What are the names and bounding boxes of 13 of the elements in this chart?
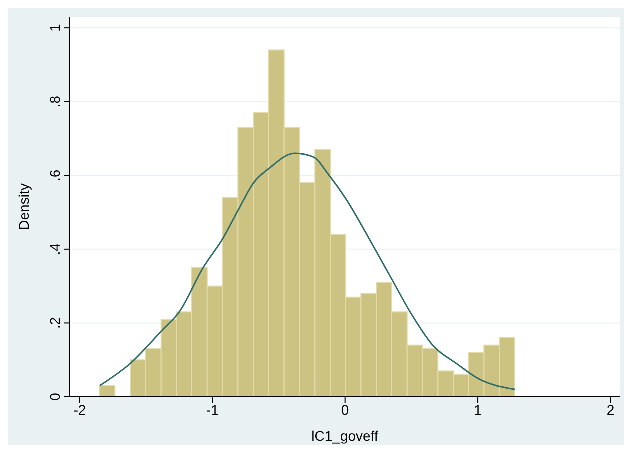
x-tick-label: 2 [606,402,615,418]
y-tick-label: 1 [47,24,63,32]
x-tick-label: -2 [74,402,86,418]
y-tick-label: .2 [47,317,63,330]
y-tick-label: .4 [47,243,63,256]
y-tick-label: .8 [47,96,63,108]
x-tick-label: 1 [474,402,482,418]
y-axis-title: Density [16,184,32,230]
x-axis-title: lC1_goveff [312,428,378,444]
y-tick-label: .6 [47,170,63,182]
x-tick-label: -1 [206,402,220,418]
y-tick-label: 0 [47,392,63,401]
x-tick-label: 0 [341,402,350,418]
